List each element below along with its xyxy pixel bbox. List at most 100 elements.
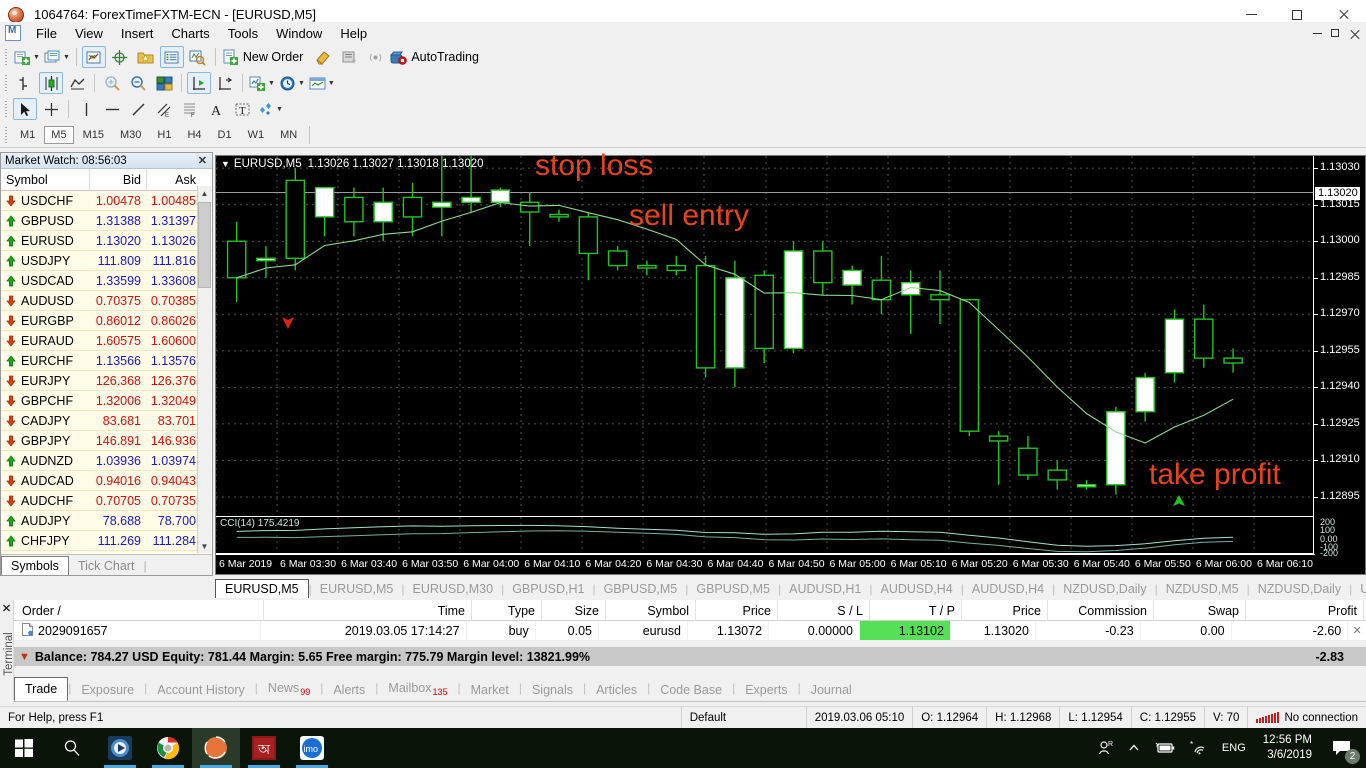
expert-advisors-button[interactable] xyxy=(337,46,361,68)
term-column-commission[interactable]: Commission xyxy=(1048,600,1154,621)
market-watch-row[interactable]: EURUSD 1.13020 1.13026 xyxy=(1,231,212,251)
fibonacci-retracement-button[interactable]: F xyxy=(178,98,202,120)
terminal-tab-mailbox[interactable]: Mailbox135 xyxy=(388,680,448,698)
market-watch-row[interactable]: CHFJPY 111.269 111.284 xyxy=(1,531,212,551)
chart-window[interactable]: CCI(14) 175.4219 ▼ EURUSD,M5 1.13026 1.1… xyxy=(215,149,1366,575)
timeframe-m1[interactable]: M1 xyxy=(20,128,36,141)
maximize-button[interactable] xyxy=(1274,0,1320,30)
market-watch-row[interactable]: GBPUSD 1.31388 1.31397 xyxy=(1,211,212,231)
market-watch-row[interactable]: AUDCHF 0.70705 0.70735 xyxy=(1,491,212,511)
mw-tab-tick-chart[interactable]: Tick Chart xyxy=(77,559,135,573)
strategy-tester-button[interactable] xyxy=(186,46,210,68)
terminal-tab-signals[interactable]: Signals xyxy=(531,683,573,697)
new-order-button[interactable]: New Order xyxy=(221,46,309,68)
signals-button[interactable] xyxy=(363,46,387,68)
timeframe-w1[interactable]: W1 xyxy=(247,128,265,141)
people-icon[interactable]: R xyxy=(1091,728,1121,768)
periods-button[interactable]: ▼ xyxy=(278,72,306,94)
menu-help[interactable]: Help xyxy=(340,25,368,41)
bangla-app-taskbar-icon[interactable]: অ xyxy=(240,728,288,768)
market-watch-row[interactable]: EURNZD 1.669101.66966 xyxy=(1,551,212,554)
tile-windows-button[interactable] xyxy=(152,72,176,94)
scroll-down-icon[interactable]: ▼ xyxy=(198,539,211,553)
show-hidden-icons-chevron-icon[interactable] xyxy=(1121,728,1147,768)
line-chart-button[interactable] xyxy=(65,72,89,94)
column-header-ask[interactable]: Ask xyxy=(146,169,201,190)
market-watch-row[interactable]: AUDCAD 0.94016 0.94043 xyxy=(1,471,212,491)
term-column-price[interactable]: Price xyxy=(696,600,778,621)
chart-tab-1[interactable]: EURUSD,M5 xyxy=(319,582,394,596)
chevron-down-icon[interactable]: ▼ xyxy=(62,53,70,61)
data-window-button[interactable] xyxy=(108,46,132,68)
market-watch-row[interactable]: EURJPY 126.368 126.376 xyxy=(1,371,212,391)
mw-tab-symbols[interactable]: Symbols xyxy=(1,556,69,575)
clock[interactable]: 12:56 PM 3/6/2019 xyxy=(1253,733,1322,763)
menu-charts[interactable]: Charts xyxy=(171,25,210,41)
terminal-tab-experts[interactable]: Experts xyxy=(745,683,788,697)
wifi-icon[interactable]: * xyxy=(1183,728,1215,768)
chevron-down-icon[interactable]: ▼ xyxy=(33,53,40,61)
templates-button[interactable]: ▼ xyxy=(308,72,336,94)
timeframe-h4[interactable]: H4 xyxy=(187,128,202,141)
chart-tab-11[interactable]: NZDUSD,Daily xyxy=(1257,582,1342,596)
minimize-button[interactable] xyxy=(1228,0,1274,30)
chart-tab-12[interactable]: USDJP xyxy=(1360,582,1366,596)
terminal-tab-code-base[interactable]: Code Base xyxy=(660,683,723,697)
zoom-in-button[interactable] xyxy=(100,72,124,94)
market-watch-button[interactable] xyxy=(81,46,106,68)
timeframe-m30[interactable]: M30 xyxy=(119,128,142,141)
chart-shift-button[interactable] xyxy=(213,72,237,94)
toolbar-grip[interactable] xyxy=(3,47,9,67)
navigator-button[interactable] xyxy=(134,46,158,68)
autotrading-button[interactable]: AutoTrading xyxy=(389,46,485,68)
new-chart-button[interactable]: ▼ xyxy=(13,46,41,68)
term-column-time[interactable]: Time xyxy=(264,600,472,621)
candlestick-chart-button[interactable] xyxy=(39,72,63,94)
draw-objects-button[interactable]: ▼ xyxy=(256,98,284,120)
terminal-button[interactable] xyxy=(159,46,184,68)
table-row[interactable]: 2029091657 2019.03.05 17:14:27 buy 0.05 euru… xyxy=(14,621,1366,641)
market-watch-close-icon[interactable]: ✕ xyxy=(197,155,207,167)
notification-center-button[interactable]: 2 xyxy=(1322,728,1362,768)
chevron-down-icon[interactable]: ▼ xyxy=(268,79,275,87)
market-watch-row[interactable]: EURCHF 1.13566 1.13576 xyxy=(1,351,212,371)
status-connection[interactable]: No connection xyxy=(1248,707,1366,729)
cursor-button[interactable] xyxy=(13,98,37,120)
profiles-button[interactable]: ▼ xyxy=(43,46,71,68)
cci-indicator-pane[interactable]: CCI(14) 175.4219 xyxy=(216,516,1315,554)
indicators-button[interactable]: ▼ xyxy=(248,72,276,94)
status-profile[interactable]: Default xyxy=(682,706,807,729)
zoom-out-button[interactable] xyxy=(126,72,150,94)
chart-tab-2[interactable]: EURUSD,M30 xyxy=(412,582,494,596)
term-column-order[interactable]: Order / xyxy=(14,600,264,621)
terminal-tab-exposure[interactable]: Exposure xyxy=(81,683,135,697)
price-plot[interactable] xyxy=(216,156,1315,514)
price-axis[interactable]: 1.13030 1.13015 1.13000 1.12985 1.12970 1.129… xyxy=(1313,156,1365,574)
metaeditor-button[interactable] xyxy=(311,46,335,68)
chart-tab-8[interactable]: AUDUSD,H4 xyxy=(971,582,1045,596)
market-watch-scrollbar[interactable]: ▲ ▼ xyxy=(197,186,211,553)
chart-tab-4[interactable]: GBPUSD,M5 xyxy=(603,582,678,596)
mdi-maximize-button[interactable] xyxy=(1326,24,1344,42)
chart-tab-7[interactable]: AUDUSD,H4 xyxy=(880,582,953,596)
menu-file[interactable]: File xyxy=(36,25,57,41)
menu-window[interactable]: Window xyxy=(276,25,323,41)
chart-tab-9[interactable]: NZDUSD,Daily xyxy=(1063,582,1147,596)
time-axis[interactable]: 6 Mar 2019 6 Mar 03:30 6 Mar 03:40 6 Mar 03… xyxy=(216,554,1315,574)
term-column-s-l[interactable]: S / L xyxy=(778,600,870,621)
market-watch-row[interactable]: USDCAD 1.33599 1.33608 xyxy=(1,271,212,291)
term-column-profit[interactable]: Profit xyxy=(1246,600,1364,621)
chart-tab-5[interactable]: GBPUSD,M5 xyxy=(696,582,770,596)
search-button[interactable] xyxy=(48,728,96,768)
language-indicator[interactable]: ENG xyxy=(1221,742,1246,754)
chart-tab-6[interactable]: AUDUSD,H1 xyxy=(789,582,862,596)
menu-insert[interactable]: Insert xyxy=(120,25,154,41)
scroll-up-icon[interactable]: ▲ xyxy=(198,186,211,200)
horizontal-line-button[interactable] xyxy=(100,98,124,120)
terminal-tab-market[interactable]: Market xyxy=(470,683,509,697)
close-position-icon[interactable]: ✕ xyxy=(1352,625,1362,637)
imo-taskbar-icon[interactable]: imo xyxy=(288,728,336,768)
market-watch-row[interactable]: GBPCHF 1.32006 1.32049 xyxy=(1,391,212,411)
chart-tab-3[interactable]: GBPUSD,H1 xyxy=(512,582,585,596)
market-watch-row[interactable]: AUDUSD 0.70375 0.70385 xyxy=(1,291,212,311)
